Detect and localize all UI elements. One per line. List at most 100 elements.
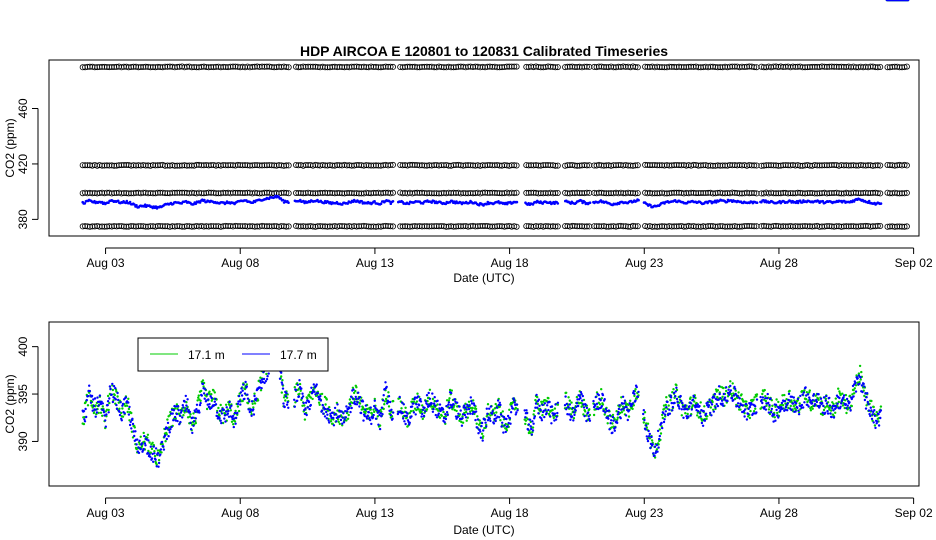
point-17-7m [764, 397, 767, 400]
point-17-7m [155, 465, 158, 468]
point-17-1m [251, 402, 254, 405]
point-17-7m [569, 418, 572, 421]
point-17-1m [671, 391, 674, 394]
point-17-7m [746, 412, 750, 416]
measured-point [302, 199, 305, 203]
point-17-7m [129, 420, 132, 424]
point-17-7m [723, 396, 727, 399]
point-17-1m [184, 407, 187, 410]
point-17-7m [499, 403, 502, 407]
point-17-1m [469, 406, 472, 410]
point-17-7m [374, 417, 378, 420]
point-17-1m [219, 403, 222, 407]
point-17-7m [83, 420, 87, 423]
point-17-7m [435, 416, 439, 419]
point-17-7m [572, 411, 576, 414]
point-17-7m [88, 384, 91, 387]
point-17-7m [229, 406, 232, 410]
point-17-1m [739, 408, 742, 411]
point-17-1m [689, 396, 692, 399]
point-17-7m [380, 406, 384, 409]
point-17-1m [725, 389, 728, 393]
reference-point [877, 64, 884, 71]
reference-point [903, 63, 910, 70]
point-17-7m [156, 452, 160, 455]
point-17-7m [733, 385, 736, 389]
point-17-1m [879, 405, 883, 408]
point-17-7m [452, 403, 455, 406]
point-17-7m [653, 445, 657, 448]
point-17-7m [91, 409, 94, 412]
point-17-7m [906, 0, 910, 2]
point-17-1m [575, 395, 579, 399]
point-17-7m [160, 440, 164, 444]
point-17-7m [357, 391, 360, 394]
point-17-7m [464, 416, 468, 419]
point-17-1m [872, 405, 875, 409]
point-17-1m [383, 403, 386, 406]
point-17-7m [869, 406, 872, 409]
point-17-7m [296, 399, 299, 402]
point-17-7m [469, 412, 472, 415]
point-17-1m [703, 405, 706, 408]
point-17-7m [770, 407, 773, 411]
point-17-7m [223, 414, 227, 417]
reference-point [751, 223, 758, 230]
measured-point [801, 201, 804, 204]
point-17-7m [806, 393, 810, 396]
point-17-7m [805, 394, 808, 397]
point-17-7m [131, 417, 134, 420]
point-17-7m [349, 410, 352, 414]
reference-point [285, 64, 292, 71]
top-x-tick-label: Aug 03 [87, 256, 125, 270]
reference-point [292, 189, 299, 196]
point-17-1m [665, 396, 668, 399]
point-17-1m [777, 400, 780, 404]
point-17-7m [486, 419, 490, 422]
point-17-1m [536, 402, 539, 406]
point-17-7m [774, 419, 777, 422]
point-17-7m [184, 394, 187, 398]
point-17-7m [852, 395, 855, 398]
point-17-7m [675, 397, 679, 401]
point-17-7m [207, 405, 211, 409]
point-17-7m [599, 399, 602, 402]
point-17-7m [736, 402, 740, 405]
point-17-7m [681, 405, 685, 408]
point-17-7m [611, 431, 614, 434]
point-17-7m [179, 411, 183, 414]
point-17-1m [280, 391, 283, 394]
point-17-7m [609, 422, 612, 425]
point-17-7m [674, 395, 677, 398]
point-17-7m [845, 397, 849, 401]
point-17-7m [128, 423, 132, 427]
point-17-7m [166, 421, 170, 425]
point-17-7m [811, 399, 814, 402]
point-17-1m [121, 415, 125, 418]
point-17-1m [188, 415, 192, 418]
point-17-1m [373, 397, 376, 401]
point-17-7m [527, 423, 531, 426]
point-17-7m [215, 414, 218, 418]
point-17-7m [460, 424, 464, 427]
point-17-7m [408, 421, 411, 424]
point-17-7m [259, 381, 263, 384]
point-17-7m [877, 412, 880, 416]
point-17-7m [253, 394, 256, 398]
point-17-1m [858, 364, 862, 368]
point-17-1m [252, 400, 256, 403]
point-17-1m [153, 450, 156, 453]
measured-point [649, 203, 652, 207]
point-17-1m [773, 416, 776, 419]
point-17-7m [336, 403, 339, 406]
point-17-7m [117, 398, 120, 402]
point-17-7m [500, 425, 503, 428]
reference-point [302, 161, 309, 168]
point-17-7m [464, 406, 467, 409]
point-17-1m [82, 422, 86, 426]
point-17-1m [420, 410, 423, 414]
point-17-1m [150, 447, 154, 451]
point-17-7m [478, 428, 481, 431]
point-17-7m [205, 393, 209, 396]
point-17-7m [564, 395, 567, 398]
